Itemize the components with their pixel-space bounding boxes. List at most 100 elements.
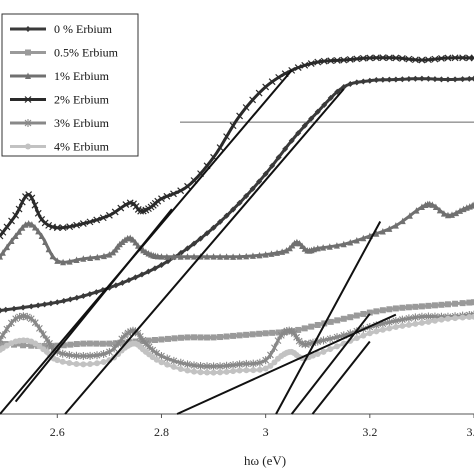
data-point (347, 314, 354, 321)
data-point (217, 369, 224, 376)
data-point (151, 265, 158, 272)
data-point (3, 223, 11, 231)
tangent-line (311, 340, 371, 415)
data-point (230, 368, 237, 375)
data-point (256, 251, 263, 259)
data-point (399, 304, 406, 311)
data-point (386, 76, 393, 83)
data-point (19, 224, 26, 231)
data-point (366, 330, 373, 337)
data-point (158, 195, 165, 203)
data-point (250, 367, 257, 374)
data-point (210, 369, 217, 376)
data-point (360, 78, 367, 85)
data-point (431, 76, 438, 83)
data-point (229, 361, 237, 370)
data-point (262, 251, 269, 258)
data-point (132, 238, 139, 246)
data-point (59, 349, 67, 358)
data-point (60, 297, 67, 304)
data-point (418, 56, 426, 64)
data-point (170, 363, 177, 370)
data-point (275, 154, 282, 161)
data-point (158, 352, 165, 361)
data-point (10, 305, 17, 312)
data-point (25, 49, 31, 56)
data-point (217, 218, 224, 225)
data-point (262, 83, 270, 91)
data-point (340, 56, 348, 64)
data-point (114, 339, 122, 348)
data-point (80, 255, 87, 262)
data-point (320, 348, 327, 355)
data-point (333, 242, 340, 249)
data-point (309, 352, 316, 359)
data-point (340, 315, 347, 322)
data-point (444, 301, 451, 308)
data-point (116, 240, 123, 248)
data-point (111, 208, 119, 216)
data-point (268, 78, 276, 86)
data-point (73, 256, 80, 264)
data-point (366, 54, 374, 62)
data-point (448, 211, 455, 218)
data-point (177, 253, 184, 260)
data-point (412, 75, 419, 82)
data-point (301, 122, 308, 129)
data-point (100, 358, 107, 365)
data-point (398, 315, 406, 324)
data-point (22, 193, 29, 200)
data-point (334, 88, 341, 95)
data-point (438, 301, 445, 308)
data-point (299, 242, 306, 249)
data-point (60, 342, 67, 349)
data-point (3, 342, 10, 349)
data-point (406, 212, 413, 219)
data-point (54, 357, 61, 364)
tangent-line (14, 208, 173, 403)
data-point (158, 261, 165, 268)
data-point (38, 232, 45, 239)
data-point (399, 76, 406, 83)
data-point (210, 334, 217, 341)
data-point (0, 307, 3, 314)
data-point (438, 76, 445, 83)
x-tick-label: 3.2 (362, 425, 377, 439)
data-point (100, 252, 107, 260)
data-point (373, 230, 380, 237)
data-point (236, 367, 243, 374)
data-point (60, 258, 67, 266)
data-point (295, 326, 302, 333)
data-point (243, 193, 250, 200)
data-point (151, 336, 158, 343)
data-point (333, 56, 341, 64)
data-point (154, 252, 161, 260)
data-point (457, 207, 464, 214)
data-point (86, 351, 94, 360)
data-point (405, 75, 412, 82)
data-point (444, 315, 451, 322)
data-point (184, 182, 191, 190)
data-point (256, 178, 263, 185)
data-point (80, 293, 87, 300)
data-point (327, 318, 334, 325)
data-point (41, 301, 48, 308)
data-point (392, 305, 399, 312)
data-point (385, 318, 393, 327)
data-point (405, 314, 413, 323)
data-point (327, 57, 335, 65)
tangent-layer (0, 69, 397, 415)
data-point (268, 250, 275, 257)
data-point (99, 340, 106, 347)
data-point (436, 206, 443, 214)
data-point (411, 56, 419, 64)
data-point (405, 321, 412, 328)
series-2-erbium (0, 54, 474, 240)
data-point (471, 201, 474, 208)
data-point (31, 318, 39, 327)
data-point (373, 77, 380, 84)
data-point (340, 240, 347, 248)
series-4-erbium (0, 313, 474, 376)
data-point (267, 350, 274, 359)
data-point (73, 294, 80, 301)
